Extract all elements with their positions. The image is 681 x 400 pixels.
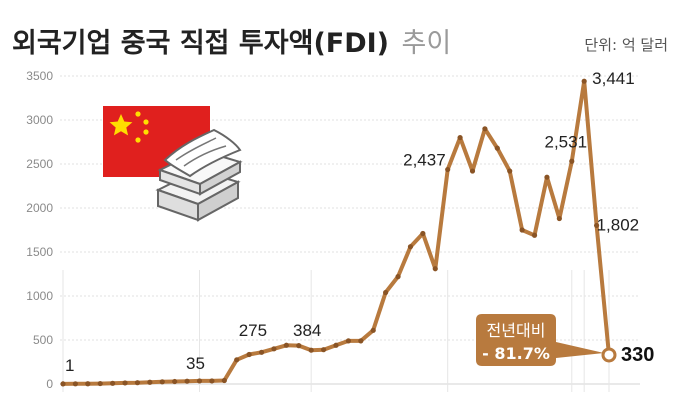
unit-label: 단위: 억 달러 <box>584 36 668 54</box>
data-point <box>556 215 562 222</box>
data-point <box>601 347 617 363</box>
y-tick-label: 0 <box>46 377 53 391</box>
data-point <box>383 289 389 296</box>
data-point <box>85 381 91 387</box>
change-callout: 전년대비 - 81.7% <box>476 314 604 366</box>
data-point <box>296 343 302 349</box>
data-point <box>234 357 240 363</box>
money-stack-icon <box>155 128 243 222</box>
data-point <box>345 338 352 344</box>
data-point <box>445 166 451 173</box>
data-point <box>519 227 525 233</box>
data-point <box>184 378 190 384</box>
data-point <box>147 379 153 385</box>
data-label: 330 <box>621 344 654 366</box>
data-point <box>507 168 513 174</box>
data-labels: 1 35 275 384 2,437 2,531 3,441 1,802 330 <box>65 69 654 375</box>
chart-title: 외국기업 중국 직접 투자액(FDI) 추이 <box>12 28 451 59</box>
data-point <box>110 380 116 386</box>
data-point <box>482 126 488 132</box>
data-point <box>370 327 376 333</box>
data-point <box>469 168 476 174</box>
data-point <box>358 338 364 344</box>
y-tick-label: 2500 <box>26 157 53 171</box>
data-label: 35 <box>186 354 205 373</box>
data-point <box>221 377 227 384</box>
y-tick-label: 1500 <box>26 245 53 259</box>
data-label: 1,802 <box>597 215 640 234</box>
data-point <box>432 266 438 272</box>
callout-label: 전년대비 <box>487 321 546 340</box>
data-point <box>457 135 463 141</box>
data-point <box>593 222 600 229</box>
vertical-guides <box>62 270 610 392</box>
callout-value: - 81.7% <box>482 344 550 363</box>
data-points <box>60 78 617 387</box>
data-point <box>134 380 141 386</box>
y-axis-ticks: 0 500 1000 1500 2000 2500 3000 3500 <box>26 69 53 391</box>
data-label: 2,437 <box>403 151 446 170</box>
data-point <box>122 380 128 386</box>
data-point <box>283 342 289 348</box>
data-label: 384 <box>293 321 321 340</box>
data-point <box>494 145 500 151</box>
data-point <box>97 380 103 387</box>
y-tick-label: 3000 <box>26 113 53 127</box>
data-point <box>196 378 203 384</box>
data-label: 3,441 <box>592 69 635 88</box>
y-tick-label: 500 <box>33 333 53 347</box>
data-point <box>271 346 277 352</box>
y-tick-label: 2000 <box>26 201 53 215</box>
data-point <box>209 378 215 384</box>
data-point <box>159 379 165 385</box>
data-point <box>308 347 314 353</box>
data-point <box>531 232 538 238</box>
data-label: 2,531 <box>544 132 587 151</box>
y-tick-label: 3500 <box>26 69 53 83</box>
data-point <box>246 351 252 358</box>
data-label: 275 <box>239 321 267 340</box>
callout-box <box>476 314 604 366</box>
data-point <box>395 274 401 280</box>
y-tick-label: 1000 <box>26 289 53 303</box>
data-point <box>544 174 550 180</box>
data-point <box>320 347 327 353</box>
data-point <box>333 342 339 348</box>
data-point <box>407 244 414 250</box>
data-label: 1 <box>65 356 74 375</box>
data-point <box>60 381 66 387</box>
data-point <box>258 349 265 355</box>
data-point <box>172 378 178 385</box>
data-point <box>569 158 575 164</box>
data-point <box>420 230 426 237</box>
data-point <box>72 381 79 387</box>
data-point <box>581 78 587 84</box>
